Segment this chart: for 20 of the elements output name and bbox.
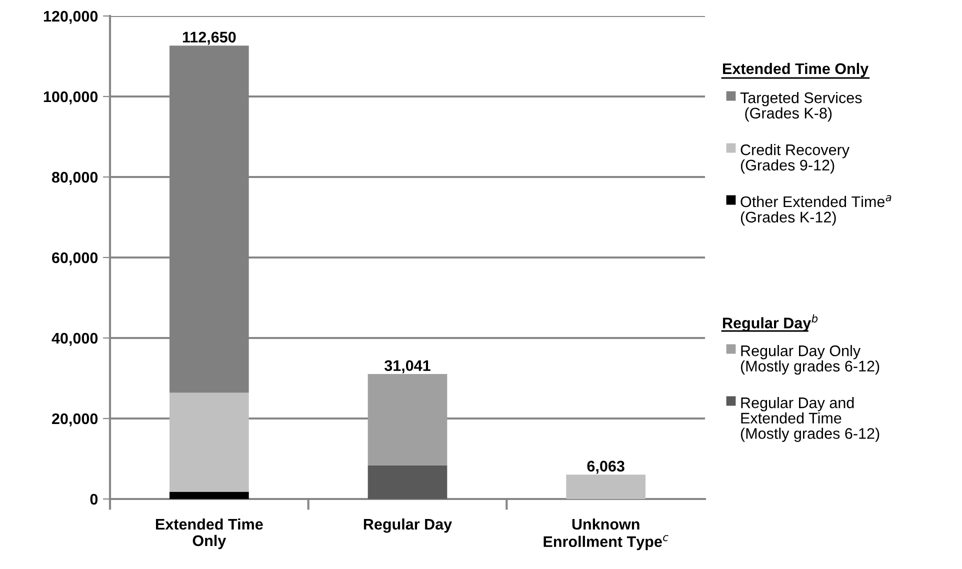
y-tick-label: 40,000 xyxy=(52,332,98,346)
y-tick-label: 0 xyxy=(90,494,98,505)
legend-label: Regular Day Only (Mostly grades 6-12) xyxy=(740,345,880,375)
legend-label: Targeted Services (Grades K-8) xyxy=(740,92,862,122)
x-tick-label: Extended Time Only xyxy=(156,518,263,550)
y-tick-label: 80,000 xyxy=(52,172,98,185)
y-tick-label: 100,000 xyxy=(44,91,98,104)
legend-label: Regular Day and Extended Time (Mostly grades 6-12) xyxy=(740,397,880,442)
x-tick-label: Unknown Enrollment Type$^{c}$ xyxy=(544,518,668,550)
total-label: 6,063 xyxy=(587,460,624,474)
y-tick-label: 120,000 xyxy=(44,10,98,24)
total-label: 112,650 xyxy=(182,32,236,45)
text: Other Extended Time$^{a}$ (Grades K-12) xyxy=(740,195,892,226)
text: Regular Day$^{b}$ xyxy=(723,314,818,332)
x-tick-label: Regular Day xyxy=(364,518,452,533)
y-tick-label: 60,000 xyxy=(52,252,98,266)
total-label: 31,041 xyxy=(384,360,430,374)
legend-label: Credit Recovery (Grades 9-12) xyxy=(740,144,850,174)
y-tick-label: 20,000 xyxy=(52,413,98,426)
text: Extended Time Only xyxy=(723,62,869,78)
